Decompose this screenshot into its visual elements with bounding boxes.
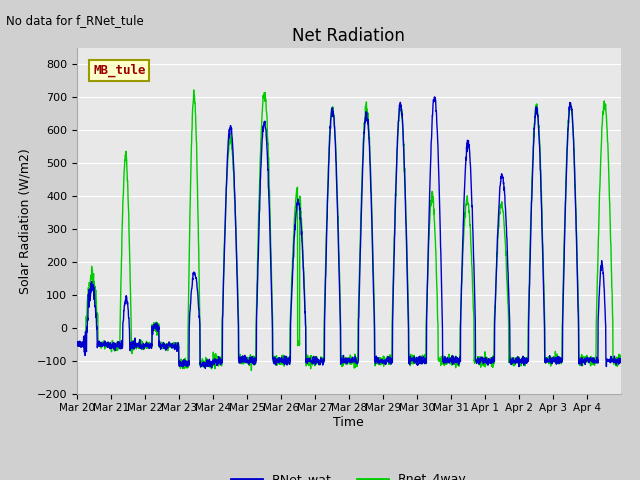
X-axis label: Time: Time bbox=[333, 416, 364, 429]
Y-axis label: Solar Radiation (W/m2): Solar Radiation (W/m2) bbox=[18, 148, 31, 294]
Title: Net Radiation: Net Radiation bbox=[292, 27, 405, 45]
Legend: RNet_wat, Rnet_4way: RNet_wat, Rnet_4way bbox=[226, 468, 472, 480]
Text: MB_tule: MB_tule bbox=[93, 63, 146, 77]
Text: No data for f_RNet_tule: No data for f_RNet_tule bbox=[6, 14, 144, 27]
